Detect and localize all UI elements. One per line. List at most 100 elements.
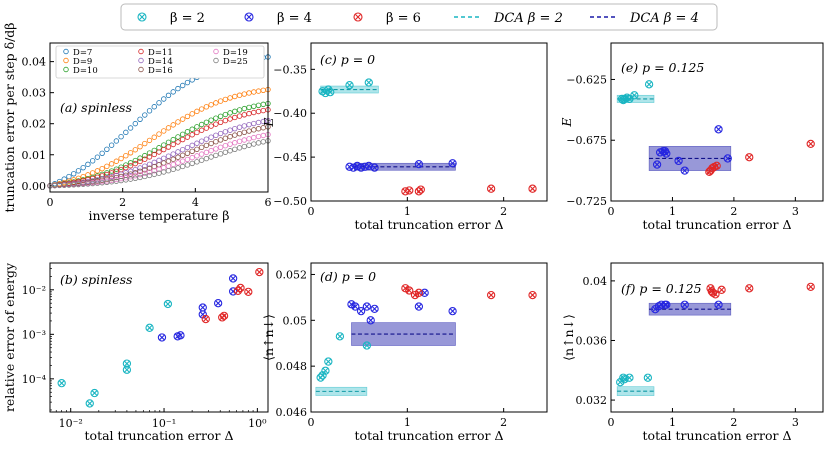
series-legend-label: D=25 [223,57,248,67]
y-tick-label: 10⁻³ [22,328,46,341]
data-point [410,290,420,300]
data-point [227,133,233,140]
data-point-cross [230,275,236,282]
data-point [189,142,195,149]
data-point [132,120,139,127]
data-point-cross [350,165,357,171]
data-point [486,184,496,193]
axes-frame [610,262,824,413]
data-point-cross [406,187,412,194]
data-point-ring [145,323,154,332]
data-point-ring [414,302,424,311]
data-point-cross [175,333,181,339]
data-point-ring [244,287,253,296]
data-point-cross [364,303,370,310]
data-point [405,186,414,195]
data-point-ring [644,80,654,89]
data-point [201,314,210,324]
x-tick-label: 2 [119,196,126,209]
x-tick-label: 3 [792,205,799,218]
data-point-cross [348,301,355,307]
data-point-cross [124,360,130,367]
data-point [142,170,148,177]
data-point-cross [645,375,651,381]
data-point [156,149,162,155]
data-point-cross [124,367,130,373]
series-legend-marker [63,48,69,55]
x-tick-label: 2 [500,205,507,218]
data-point-ring [745,153,754,162]
data-point-ring [370,304,379,313]
data-point [151,147,157,154]
data-point [175,154,181,160]
data-point [625,373,634,382]
data-point [156,162,162,168]
data-point [94,154,101,160]
data-point [217,137,224,143]
data-point-cross [488,186,494,192]
data-point [370,163,379,172]
data-point [420,288,429,297]
data-point-cross [406,287,412,294]
data-point [194,140,200,146]
data-point [241,137,248,143]
data-point [255,133,262,140]
data-point [217,98,224,104]
legend-item: β = 4 [244,11,312,26]
y-tick-label: −0.50 [273,195,307,208]
panel-f: 0 1 2 3 0.032 0.036 0.04 total truncation error… [561,262,824,443]
series-β = 2 [616,373,653,387]
data-point-cross [663,302,669,308]
series-legend-marker [213,48,219,55]
legend-marker [353,12,363,22]
data-point [137,158,143,165]
data-point-cross [352,303,358,310]
data-point-ring [486,290,496,300]
y-axis-label: ⟨n↑n↓⟩ [261,314,276,361]
data-point [448,159,457,168]
y-tick-label: −0.675 [566,134,607,147]
data-point [662,149,671,158]
y-axis-label: ⟨n↑n↓⟩ [561,314,576,361]
data-point-ring [198,303,207,312]
data-point-cross [402,285,409,291]
data-point-cross [416,303,422,310]
data-point [184,150,191,156]
data-point-ring [448,306,457,316]
data-point-ring [414,288,424,297]
data-point [208,123,214,129]
data-point [137,143,143,150]
series-legend-label: D=19 [223,48,248,58]
data-point-cross [412,292,418,298]
data-point-cross [808,141,814,147]
y-tick-label: 0.00 [22,180,47,193]
data-point [142,140,148,147]
data-point [717,285,726,294]
y-tick-label: 0.036 [576,334,608,347]
data-point [127,125,134,131]
x-tick-label: 1 [404,416,411,429]
panel-c: 0 1 2 −0.35 −0.40 −0.45 −0.50 total truncation … [261,42,548,232]
y-tick-label: −0.35 [273,63,307,76]
data-point-cross [245,289,251,295]
x-tick-label: 2 [730,205,737,218]
panel-label: (b) spinless [60,272,132,287]
data-point [179,116,186,122]
data-point-cross [203,316,209,322]
series-β = 6 [705,139,815,176]
data-point [123,164,129,171]
y-tick-label: 0.032 [576,394,608,407]
data-point [260,139,266,145]
data-point [203,104,210,110]
y-tick-label: 10⁻² [22,284,46,297]
data-point [232,146,238,152]
data-point-cross [337,333,343,339]
data-point-cross [159,334,165,341]
data-point [227,148,233,154]
data-point [416,185,425,194]
data-point-cross [215,300,221,306]
data-point-ring [353,161,362,171]
data-point [70,171,77,177]
data-point [176,331,185,340]
